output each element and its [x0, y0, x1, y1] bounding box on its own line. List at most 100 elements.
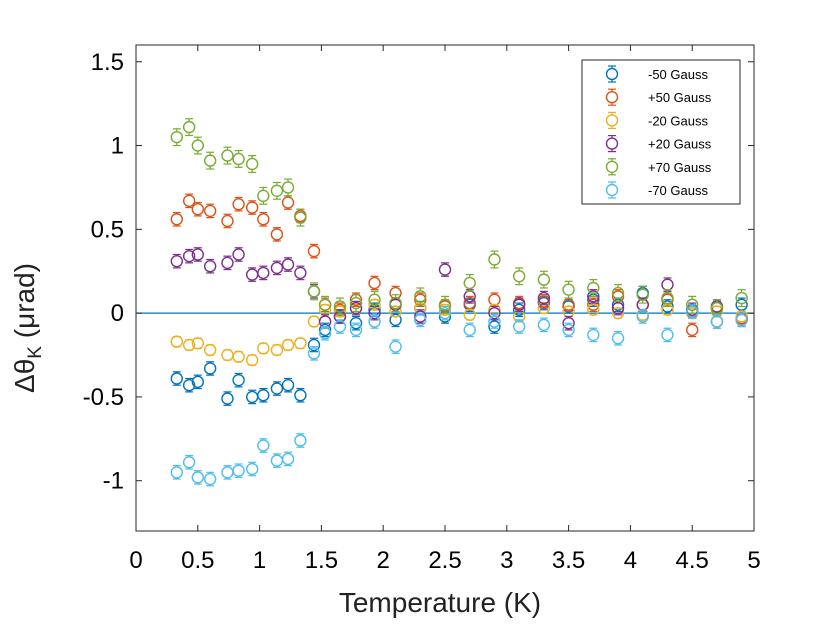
x-tick-label: 1	[253, 547, 266, 574]
data-marker	[191, 337, 205, 350]
data-point	[368, 290, 381, 309]
data-marker	[735, 298, 748, 311]
legend-label: +20 Gauss	[648, 137, 712, 152]
data-marker	[170, 466, 183, 479]
data-marker	[349, 316, 363, 330]
legend-marker	[605, 137, 619, 150]
data-point	[270, 227, 284, 242]
data-marker	[245, 462, 259, 476]
data-point	[512, 302, 526, 318]
data-point	[182, 248, 196, 264]
data-marker	[257, 213, 270, 226]
legend-item: -50 Gauss	[605, 65, 708, 83]
data-point	[512, 297, 526, 313]
data-marker	[611, 286, 625, 300]
legend-marker	[605, 90, 619, 104]
data-point	[368, 298, 381, 311]
data-marker	[333, 300, 347, 313]
data-marker	[636, 288, 649, 301]
y-axis-title-main: Δθ	[9, 359, 40, 393]
data-marker	[232, 198, 245, 211]
y-tick-label: 0	[111, 300, 124, 327]
data-marker	[368, 293, 381, 306]
data-point	[349, 300, 363, 316]
data-marker	[170, 213, 183, 226]
data-point	[170, 371, 183, 386]
data-marker	[587, 290, 600, 303]
data-marker	[191, 139, 205, 152]
data-marker	[349, 296, 363, 310]
data-point	[232, 463, 245, 478]
data-marker	[307, 347, 321, 360]
data-point	[170, 211, 183, 227]
data-point	[636, 309, 649, 324]
data-marker	[686, 323, 699, 337]
data-marker	[562, 316, 575, 330]
data-point	[182, 118, 196, 137]
data-marker	[170, 372, 183, 385]
data-marker	[307, 285, 321, 298]
data-point	[245, 353, 259, 367]
y-tick-label: -0.5	[83, 384, 124, 411]
data-marker	[191, 375, 205, 389]
x-tick-label: 4	[624, 547, 637, 574]
data-point	[257, 438, 270, 453]
x-tick-label: 2	[377, 547, 390, 574]
data-point	[587, 327, 600, 343]
data-point	[438, 303, 452, 316]
data-point	[270, 181, 284, 200]
data-point	[232, 247, 245, 262]
legend-label: -50 Gauss	[648, 67, 708, 82]
data-point	[512, 267, 526, 286]
data-marker	[686, 305, 699, 318]
data-marker	[611, 332, 625, 345]
data-marker	[232, 248, 245, 261]
data-marker	[294, 266, 307, 280]
data-marker	[170, 254, 183, 268]
data-marker	[270, 261, 284, 275]
data-marker	[191, 203, 205, 216]
data-marker	[735, 291, 748, 305]
data-point	[438, 262, 452, 277]
data-point	[389, 305, 402, 318]
data-point	[587, 279, 600, 297]
data-point	[170, 465, 183, 480]
data-marker	[636, 310, 649, 323]
data-point	[294, 387, 307, 403]
data-point	[281, 377, 295, 393]
data-point	[307, 243, 321, 259]
data-point	[562, 315, 575, 331]
data-point	[191, 470, 205, 485]
data-point	[587, 289, 600, 304]
data-marker	[182, 194, 196, 208]
legend-item: +20 Gauss	[605, 135, 712, 153]
data-point	[537, 294, 551, 309]
data-point	[333, 309, 347, 324]
data-marker	[661, 328, 674, 342]
data-point	[537, 317, 551, 333]
data-marker	[349, 323, 363, 337]
data-point	[735, 310, 748, 323]
data-marker	[232, 350, 245, 363]
data-point	[182, 338, 196, 352]
data-marker	[270, 228, 284, 241]
data-point	[661, 327, 674, 343]
legend-marker	[605, 114, 619, 127]
data-marker	[294, 389, 307, 402]
data-marker	[537, 301, 551, 315]
series--20-gauss	[170, 298, 748, 367]
data-point	[281, 257, 295, 272]
data-marker	[294, 211, 307, 224]
data-marker	[611, 301, 625, 315]
legend-label: +70 Gauss	[648, 160, 712, 175]
data-point	[389, 312, 402, 328]
data-point	[191, 374, 205, 390]
data-marker	[307, 338, 321, 352]
data-marker	[587, 281, 600, 295]
data-point	[221, 146, 234, 165]
data-point	[661, 289, 674, 308]
data-point	[710, 314, 724, 329]
data-marker	[562, 323, 575, 337]
data-marker	[203, 343, 217, 357]
